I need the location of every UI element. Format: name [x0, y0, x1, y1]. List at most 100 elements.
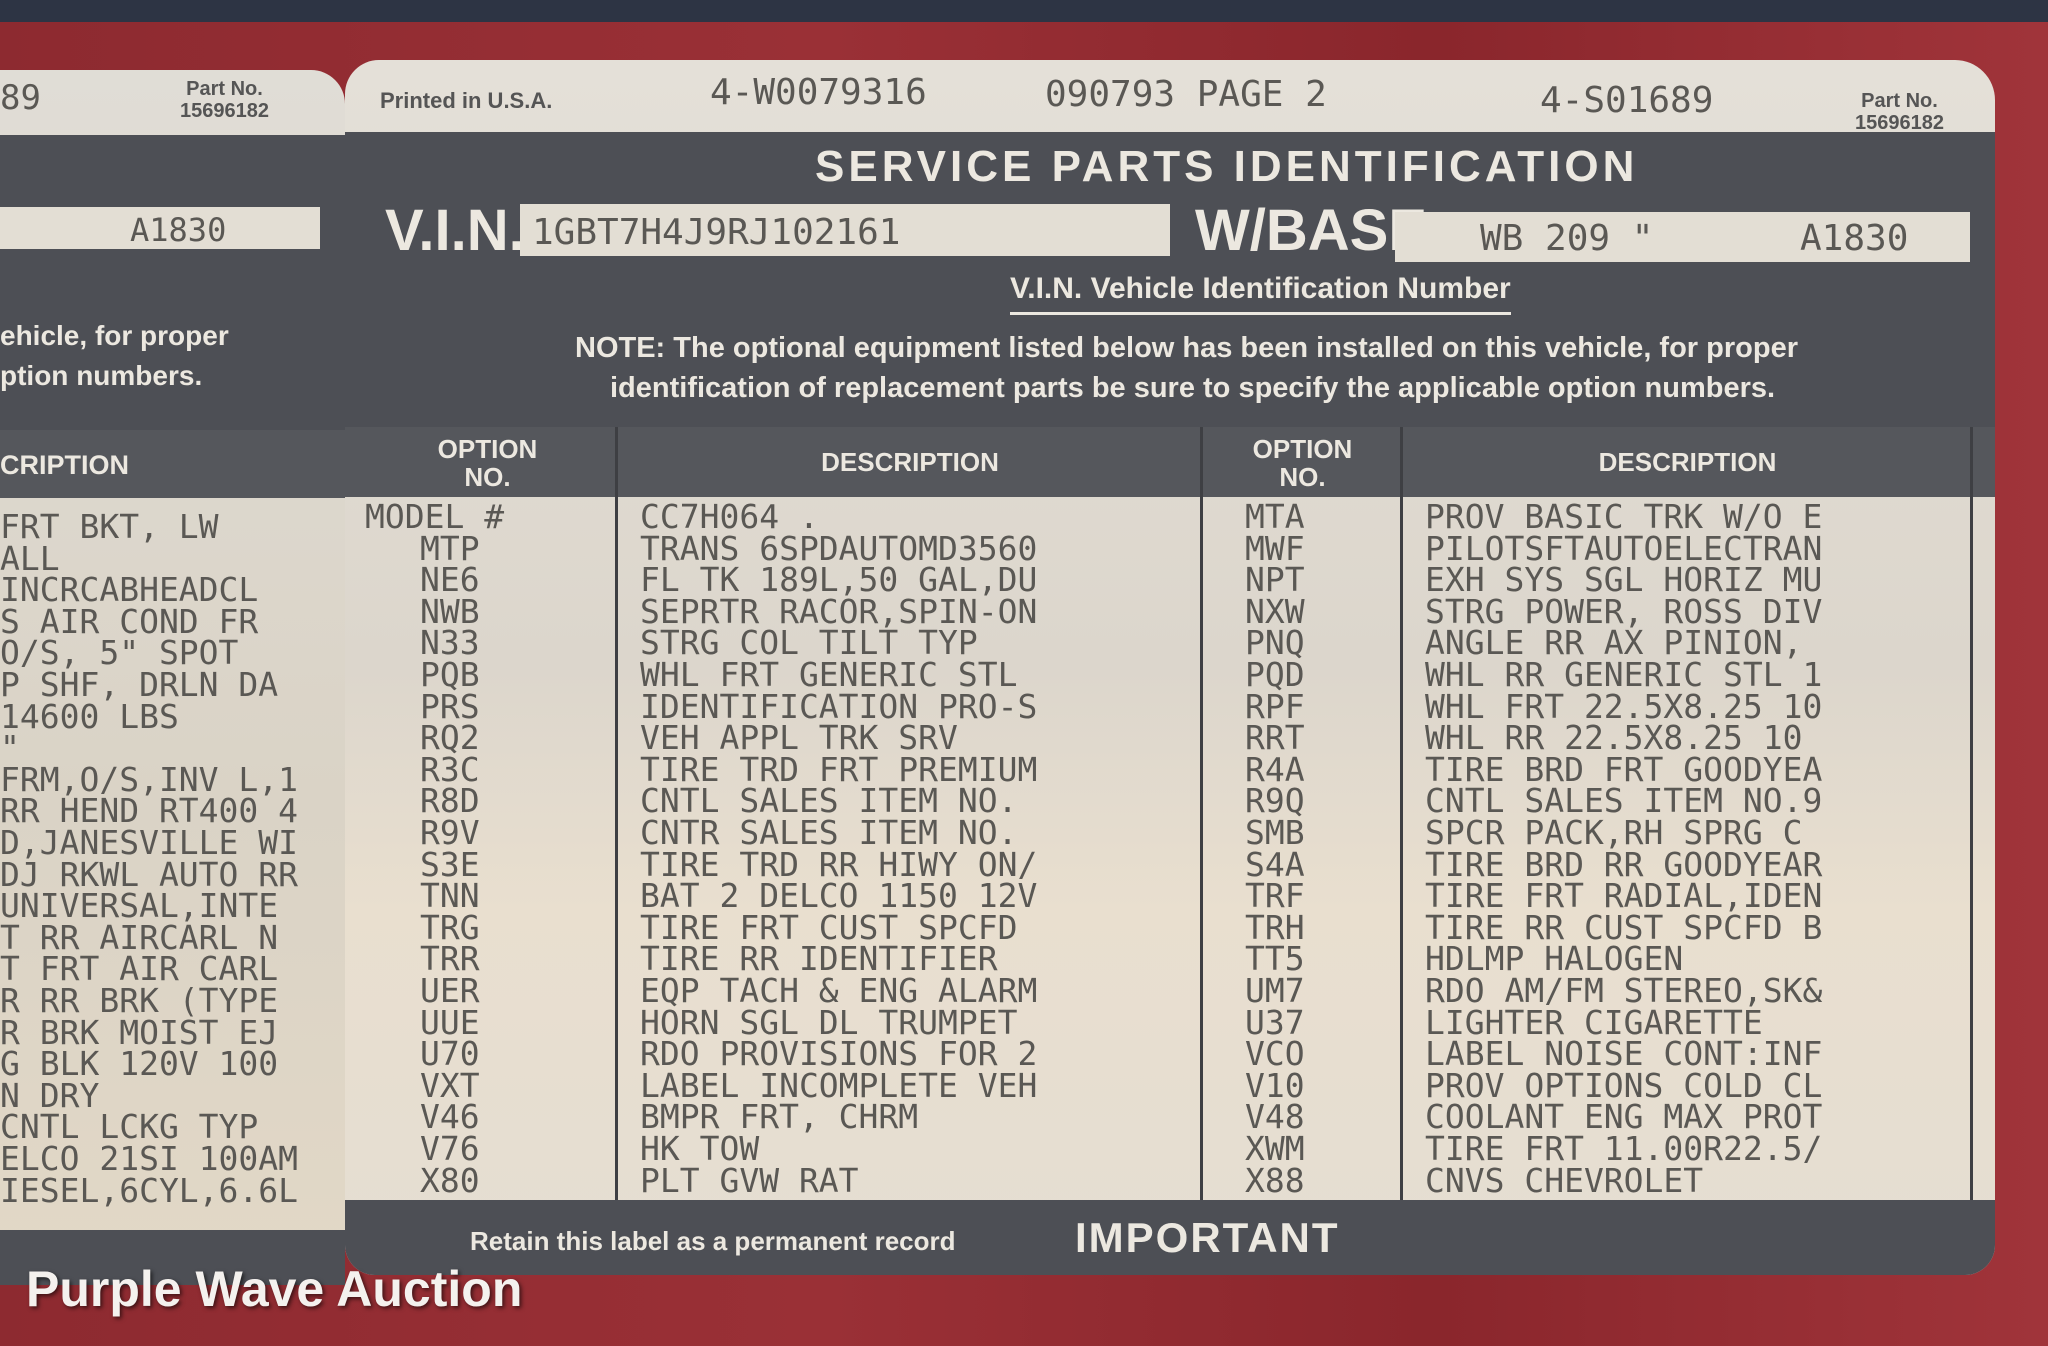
- option-description: HDLMP HALOGEN: [1425, 939, 1684, 979]
- option-description: TIRE RR IDENTIFIER: [640, 939, 998, 979]
- option-description: N DRY: [0, 1075, 100, 1115]
- footer-band: Retain this label as a permanent record …: [345, 1200, 1995, 1275]
- table-header: OPTION NO. DESCRIPTION OPTION NO. DESCRI…: [345, 427, 1995, 497]
- date-page-code: 090793 PAGE 2: [1045, 74, 1327, 115]
- option-description: ELCO 21SI 100AM: [0, 1139, 299, 1178]
- note-line: NOTE: The optional equipment listed belo…: [575, 332, 1798, 364]
- option-description: CNVS CHEVROLET: [1425, 1160, 1704, 1200]
- option-code: MTA: [1245, 497, 1305, 536]
- vin-label: V.I.N.: [385, 198, 525, 263]
- option-description: IESEL,6CYL,6.6L: [0, 1170, 299, 1210]
- option-code: SMB: [1245, 813, 1305, 852]
- option-code: NXW: [1245, 591, 1305, 631]
- option-code: NPT: [1245, 560, 1305, 600]
- label-code: 4-W0079316: [710, 72, 927, 113]
- option-description: EXH SYS SGL HORIZ MU: [1425, 560, 1823, 600]
- option-code: V46: [420, 1097, 480, 1137]
- header-band: SERVICE PARTS IDENTIFICATION V.I.N. 1GBT…: [345, 132, 1995, 427]
- part-no-value: 15696182: [1855, 112, 1944, 134]
- base-value: A1830: [130, 211, 227, 249]
- option-description: UNIVERSAL,INTE: [0, 886, 279, 926]
- option-code: MWF: [1245, 528, 1305, 568]
- option-code: R4A: [1245, 749, 1305, 789]
- option-description: FRT BKT, LW: [0, 507, 219, 546]
- column-divider: [1970, 427, 1973, 1227]
- option-code: MODEL #: [365, 497, 505, 536]
- option-code: TT5: [1245, 939, 1305, 979]
- option-description: INCRCABHEADCL: [0, 570, 259, 610]
- footer-title: IMPORTANT: [1075, 1214, 1340, 1261]
- option-no-header: OPTION NO.: [1205, 435, 1400, 491]
- option-code: PQD: [1245, 655, 1305, 694]
- wheelbase-box: WB 209 " A1830: [1395, 212, 1970, 262]
- option-description: RDO AM/FM STEREO,SK&: [1425, 971, 1823, 1010]
- option-code: V76: [420, 1129, 480, 1168]
- option-description: RDO PROVISIONS FOR 2: [640, 1034, 1038, 1074]
- option-description: STRG POWER, ROSS DIV: [1425, 591, 1823, 631]
- option-description: LABEL NOISE CONT:INF: [1425, 1034, 1823, 1074]
- dark-trim-strip: [0, 0, 2048, 22]
- option-description: TIRE BRD RR GOODYEAR: [1425, 844, 1823, 884]
- option-description: TIRE TRD RR HIWY ON/: [640, 844, 1038, 884]
- option-description: TIRE FRT RADIAL,IDEN: [1425, 876, 1823, 916]
- wheelbase-value: WB 209 ": [1480, 218, 1654, 259]
- option-description: PILOTSFTAUTOELECTRAN: [1425, 528, 1823, 568]
- option-description: VEH APPL TRK SRV: [640, 718, 958, 758]
- option-code: VCO: [1245, 1034, 1305, 1074]
- note-line: identification of replacement parts be s…: [610, 372, 1776, 404]
- watermark-logo: Purple Wave Auction: [26, 1261, 523, 1317]
- option-code: R8D: [420, 781, 480, 821]
- option-code: V48: [1245, 1097, 1305, 1137]
- option-code: R3C: [420, 749, 480, 789]
- option-code: NE6: [420, 560, 480, 600]
- vin-value: 1GBT7H4J9RJ102161: [532, 212, 901, 253]
- description-header: DESCRIPTION: [1598, 447, 1777, 477]
- base-box: A1830: [0, 207, 320, 249]
- option-code: UM7: [1245, 971, 1305, 1010]
- option-description: WHL RR GENERIC STL 1: [1425, 655, 1823, 694]
- option-description: TIRE BRD FRT GOODYEA: [1425, 749, 1823, 789]
- option-description: ANGLE RR AX PINION,: [1425, 623, 1803, 663]
- option-code: N33: [420, 623, 480, 663]
- option-code: XWM: [1245, 1129, 1305, 1168]
- vin-caption: V.I.N. Vehicle Identification Number: [1010, 272, 1511, 315]
- option-description: LABEL INCOMPLETE VEH: [640, 1065, 1038, 1105]
- description-header: DESCRIPTION: [821, 447, 999, 477]
- note-line: ehicle, for proper: [0, 320, 229, 351]
- header-text: OPTION: [437, 434, 538, 464]
- option-description: IDENTIFICATION PRO-S: [640, 686, 1038, 726]
- option-description: CNTL LCKG TYP: [0, 1107, 259, 1147]
- option-code: S4A: [1245, 844, 1305, 884]
- option-description: TIRE FRT CUST SPCFD: [640, 907, 1018, 947]
- option-code: TRH: [1245, 907, 1305, 947]
- option-description: 14600 LBS: [0, 696, 179, 736]
- table-header: CRIPTION: [0, 430, 345, 498]
- option-description: BAT 2 DELCO 1150 12V: [640, 876, 1038, 916]
- option-description: CNTR SALES ITEM NO.: [640, 813, 1018, 852]
- label-title: SERVICE PARTS IDENTIFICATION: [815, 142, 1639, 191]
- option-code: R9V: [420, 813, 480, 852]
- header-text: NO.: [1279, 462, 1326, 492]
- part-no-label: Part No.: [186, 78, 263, 100]
- option-code: TRF: [1245, 876, 1305, 916]
- option-description: TIRE TRD FRT PREMIUM: [640, 749, 1038, 789]
- option-code: PQB: [420, 655, 480, 694]
- option-description: TIRE RR CUST SPCFD B: [1425, 907, 1823, 947]
- part-no-label: Part No.: [1861, 90, 1938, 112]
- column-divider: [615, 427, 618, 1227]
- option-description: CNTL SALES ITEM NO.: [640, 781, 1018, 821]
- option-description: WHL FRT 22.5X8.25 10: [1425, 686, 1823, 726]
- option-description: SEPRTR RACOR,SPIN-ON: [640, 591, 1038, 631]
- option-description: T RR AIRCARL N: [0, 917, 279, 957]
- option-code: PNQ: [1245, 623, 1305, 663]
- header-text: NO.: [464, 462, 511, 492]
- option-description: D,JANESVILLE WI: [0, 823, 299, 862]
- option-code: X88: [1245, 1160, 1305, 1200]
- column-divider: [1200, 427, 1203, 1227]
- header-text: OPTION: [1252, 434, 1353, 464]
- option-description: STRG COL TILT TYP: [640, 623, 978, 663]
- option-description: O/S, 5" SPOT: [0, 633, 239, 673]
- option-code: VXT: [420, 1065, 480, 1105]
- service-parts-label: Printed in U.S.A. 4-W0079316 090793 PAGE…: [345, 60, 1995, 1275]
- option-code: U37: [1245, 1002, 1305, 1042]
